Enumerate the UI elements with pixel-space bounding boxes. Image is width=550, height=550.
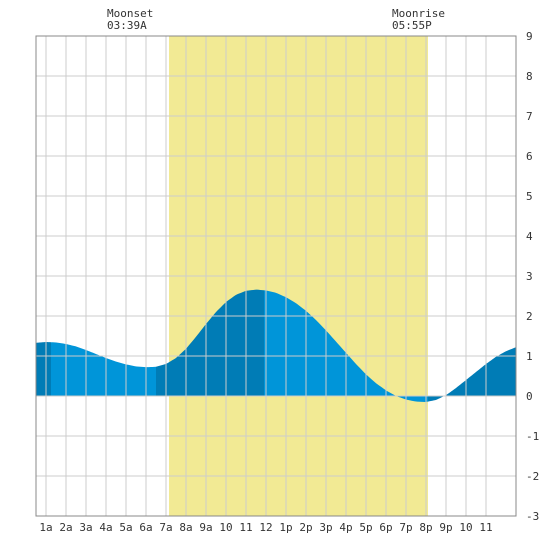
x-tick-label: 4p <box>339 521 352 534</box>
x-tick-label: 11 <box>479 521 492 534</box>
y-tick-label: 1 <box>526 350 533 363</box>
y-tick-label: 0 <box>526 390 533 403</box>
x-tick-label: 3a <box>79 521 92 534</box>
tide-area-segment-5 <box>428 347 516 402</box>
x-tick-label: 1p <box>279 521 292 534</box>
x-tick-label: 6p <box>379 521 392 534</box>
y-tick-label: -1 <box>526 430 539 443</box>
moonrise-time: 05:55P <box>392 19 432 32</box>
x-tick-label: 12 <box>259 521 272 534</box>
x-tick-label: 7p <box>399 521 412 534</box>
y-tick-label: 2 <box>526 310 533 323</box>
y-tick-label: 6 <box>526 150 533 163</box>
x-tick-label: 8p <box>419 521 432 534</box>
x-tick-label: 3p <box>319 521 332 534</box>
tide-area-segment-1 <box>36 342 51 396</box>
y-tick-label: -2 <box>526 470 539 483</box>
y-tick-label: 7 <box>526 110 533 123</box>
x-tick-label: 8a <box>179 521 192 534</box>
y-tick-label: -3 <box>526 510 539 523</box>
x-tick-label: 11 <box>239 521 252 534</box>
x-tick-label: 1a <box>39 521 52 534</box>
x-tick-label: 5p <box>359 521 372 534</box>
x-tick-label: 10 <box>219 521 232 534</box>
moonrise-label: Moonrise <box>392 7 445 20</box>
x-tick-label: 5a <box>119 521 132 534</box>
y-tick-label: 4 <box>526 230 533 243</box>
x-tick-label: 7a <box>159 521 172 534</box>
x-tick-label: 2p <box>299 521 312 534</box>
moonset-label: Moonset <box>107 7 154 20</box>
tide-area-segment-4 <box>264 290 428 402</box>
y-tick-label: 5 <box>526 190 533 203</box>
x-tick-label: 9a <box>199 521 212 534</box>
moonset-time: 03:39A <box>107 19 147 32</box>
plot-border <box>35 35 517 517</box>
x-tick-label: 4a <box>99 521 112 534</box>
x-tick-label: 9p <box>439 521 452 534</box>
y-tick-label: 8 <box>526 70 533 83</box>
x-tick-label: 6a <box>139 521 152 534</box>
x-tick-label: 2a <box>59 521 72 534</box>
y-tick-label: 9 <box>526 30 533 43</box>
x-tick-label: 10 <box>459 521 472 534</box>
y-tick-label: 3 <box>526 270 533 283</box>
